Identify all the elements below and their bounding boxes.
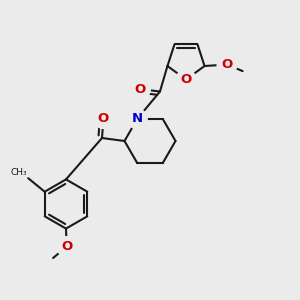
- Text: O: O: [180, 73, 192, 86]
- Text: CH₃: CH₃: [10, 168, 27, 177]
- Text: O: O: [61, 240, 72, 253]
- Text: O: O: [98, 112, 109, 125]
- Circle shape: [176, 70, 196, 89]
- Circle shape: [130, 79, 150, 99]
- Text: N: N: [132, 112, 143, 125]
- Circle shape: [127, 109, 147, 129]
- Circle shape: [217, 55, 237, 74]
- Text: O: O: [221, 58, 233, 71]
- Circle shape: [57, 237, 76, 256]
- Circle shape: [94, 109, 113, 128]
- Text: O: O: [135, 82, 146, 96]
